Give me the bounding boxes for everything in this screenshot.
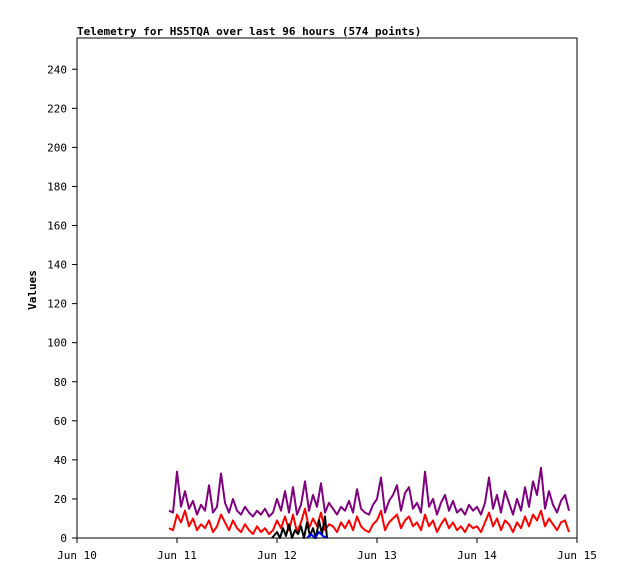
chart-title: Telemetry for HS5TQA over last 96 hours …: [77, 25, 421, 38]
x-axis: Jun 10 Jun 11 Jun 12 Jun 13 Jun 14 Jun 15: [57, 538, 597, 562]
y-tick-label: 140: [47, 259, 67, 272]
y-tick-label: 40: [54, 454, 67, 467]
series-line-3: [306, 531, 328, 539]
x-tick-label: Jun 15: [557, 549, 597, 562]
y-tick-label: 20: [54, 493, 67, 506]
y-tick-label: 220: [47, 102, 67, 115]
y-axis-label: Values: [26, 270, 39, 310]
series-line-1: [168, 507, 570, 536]
y-tick-label: 0: [60, 532, 67, 545]
plot-frame: [76, 37, 578, 539]
x-tick-label: Jun 14: [457, 549, 497, 562]
y-tick-label: 240: [47, 63, 67, 76]
y-tick-label: 80: [54, 376, 67, 389]
x-tick-label: Jun 13: [357, 549, 397, 562]
plot-series-group: [168, 466, 570, 539]
y-axis: 0 20 40 60 80 100 120 140 160 180 200 220 240: [47, 63, 77, 545]
y-tick-label: 100: [47, 337, 67, 350]
y-tick-label: 180: [47, 180, 67, 193]
x-tick-label: Jun 11: [157, 549, 197, 562]
y-tick-label: 200: [47, 141, 67, 154]
y-tick-label: 160: [47, 220, 67, 233]
x-tick-label: Jun 12: [257, 549, 297, 562]
y-tick-label: 120: [47, 298, 67, 311]
y-tick-label: 60: [54, 415, 67, 428]
x-tick-label: Jun 10: [57, 549, 97, 562]
series-line-2: [271, 515, 328, 539]
series-line-0: [168, 466, 570, 518]
